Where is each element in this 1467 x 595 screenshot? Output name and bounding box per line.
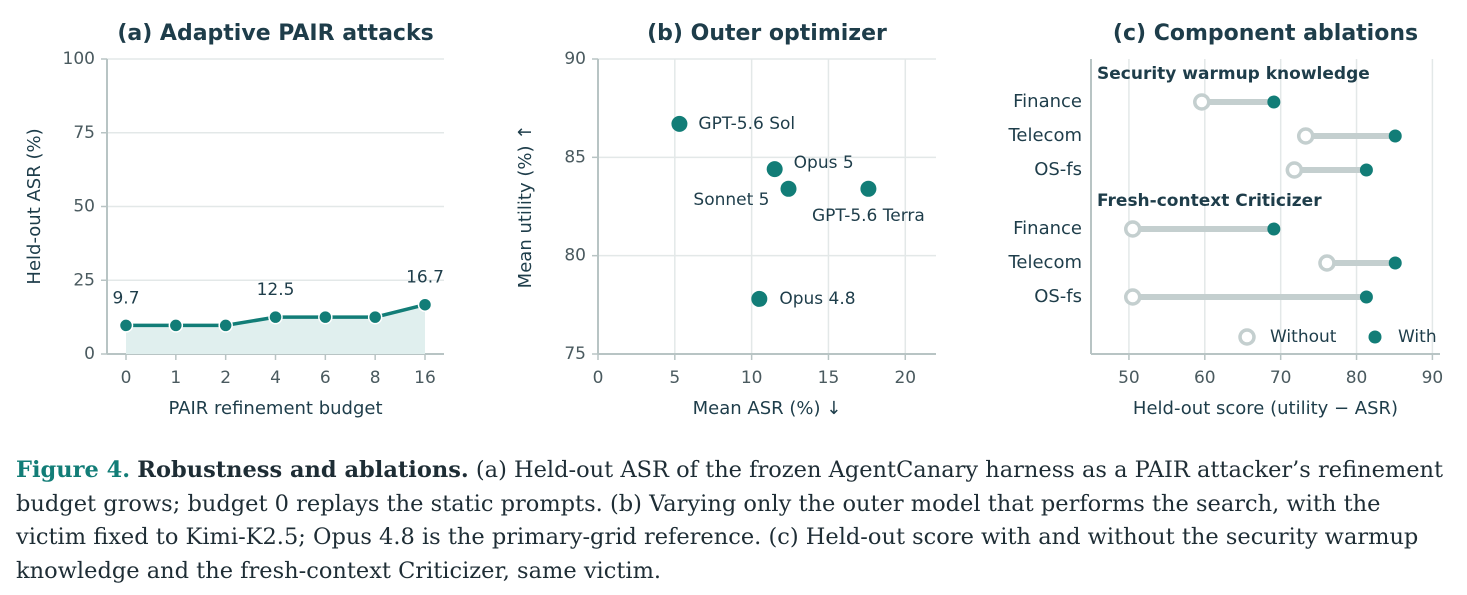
x-tick-label: 20 bbox=[894, 368, 916, 388]
x-tick-label: 8 bbox=[370, 368, 381, 388]
y-tick-label: 85 bbox=[564, 147, 586, 167]
point bbox=[751, 290, 768, 307]
x-tick-label: 4 bbox=[270, 368, 281, 388]
point-filled bbox=[1359, 163, 1373, 177]
x-tick-label: 6 bbox=[320, 368, 331, 388]
point bbox=[118, 318, 134, 333]
point-hollow bbox=[1123, 288, 1142, 306]
category-label: Telecom bbox=[1007, 252, 1082, 273]
x-tick-label: 5 bbox=[669, 368, 680, 388]
legend-marker bbox=[1238, 328, 1256, 346]
y-tick-label: 90 bbox=[564, 49, 586, 69]
group-title: Security warmup knowledge bbox=[1097, 64, 1370, 84]
point bbox=[168, 318, 184, 333]
y-tick-label: 50 bbox=[73, 197, 95, 217]
point bbox=[218, 318, 233, 333]
point-label: Opus 4.8 bbox=[779, 289, 855, 309]
point-filled bbox=[1388, 129, 1402, 143]
x-tick-label: 50 bbox=[1118, 368, 1140, 388]
legend-label: Without bbox=[1270, 327, 1337, 347]
point-hollow bbox=[1285, 161, 1304, 179]
x-tick-label: 2 bbox=[220, 368, 231, 388]
legend-marker bbox=[1368, 330, 1382, 344]
caption-title: Robustness and ablations. bbox=[137, 457, 469, 483]
x-tick-label: 0 bbox=[121, 368, 132, 388]
category-label: OS-fs bbox=[1034, 286, 1082, 307]
y-tick-label: 75 bbox=[73, 123, 95, 143]
point-hollow bbox=[1318, 254, 1336, 272]
point-filled bbox=[1267, 222, 1281, 236]
category-label: Finance bbox=[1013, 91, 1082, 112]
point bbox=[766, 161, 783, 178]
category-label: Finance bbox=[1013, 218, 1082, 239]
point bbox=[780, 180, 797, 197]
x-tick-label: 90 bbox=[1422, 368, 1444, 388]
chart-title: (c) Component ablations bbox=[1113, 21, 1418, 46]
point-label: Opus 5 bbox=[794, 153, 854, 173]
y-axis-label: Mean utility (%) ↑ bbox=[515, 125, 536, 289]
x-tick-label: 10 bbox=[741, 368, 763, 388]
x-tick-label: 15 bbox=[818, 368, 840, 388]
point bbox=[671, 115, 688, 132]
value-label: 16.7 bbox=[406, 268, 444, 288]
value-label: 9.7 bbox=[112, 288, 139, 308]
area bbox=[126, 304, 425, 354]
caption: Figure 4. Robustness and ablations. (a) … bbox=[16, 454, 1456, 588]
category-label: OS-fs bbox=[1034, 159, 1082, 180]
category-label: Telecom bbox=[1007, 125, 1082, 146]
x-axis-label: Mean ASR (%) ↓ bbox=[693, 398, 842, 419]
x-tick-label: 1 bbox=[170, 368, 181, 388]
point-hollow bbox=[1296, 127, 1315, 145]
point-label: GPT-5.6 Sol bbox=[698, 114, 795, 134]
x-tick-label: 80 bbox=[1346, 368, 1368, 388]
y-tick-label: 80 bbox=[564, 246, 586, 266]
chart-title: (a) Adaptive PAIR attacks bbox=[117, 21, 433, 46]
caption-text: (a) Held-out ASR of the frozen AgentCana… bbox=[16, 457, 1444, 584]
point bbox=[417, 297, 433, 312]
point-label: Sonnet 5 bbox=[693, 190, 769, 210]
x-axis-label: Held-out score (utility − ASR) bbox=[1133, 398, 1398, 419]
y-tick-label: 75 bbox=[564, 344, 586, 364]
x-axis-label: PAIR refinement budget bbox=[168, 398, 382, 419]
figure: (a) Adaptive PAIR attacks0255075100PAIR … bbox=[24, 21, 1444, 419]
x-tick-label: 16 bbox=[414, 368, 436, 388]
x-tick-label: 0 bbox=[593, 368, 604, 388]
point bbox=[367, 309, 383, 325]
y-tick-label: 25 bbox=[73, 270, 95, 290]
chart-title: (b) Outer optimizer bbox=[647, 21, 887, 46]
point-hollow bbox=[1193, 93, 1211, 111]
point-hollow bbox=[1123, 220, 1142, 238]
point-label: GPT-5.6 Terra bbox=[812, 206, 925, 226]
y-tick-label: 0 bbox=[84, 344, 95, 364]
value-label: 12.5 bbox=[257, 280, 295, 300]
caption-label: Figure 4. bbox=[16, 457, 131, 483]
legend-label: With bbox=[1398, 327, 1437, 347]
point-filled bbox=[1359, 290, 1373, 304]
point bbox=[268, 309, 283, 325]
point bbox=[318, 309, 333, 325]
x-tick-label: 70 bbox=[1270, 368, 1292, 388]
x-tick-label: 60 bbox=[1194, 368, 1216, 388]
point bbox=[860, 180, 877, 197]
y-axis-label: Held-out ASR (%) bbox=[24, 128, 45, 284]
point-filled bbox=[1267, 95, 1281, 109]
y-tick-label: 100 bbox=[63, 49, 95, 69]
point-filled bbox=[1388, 256, 1402, 270]
group-title: Fresh-context Criticizer bbox=[1097, 191, 1322, 211]
